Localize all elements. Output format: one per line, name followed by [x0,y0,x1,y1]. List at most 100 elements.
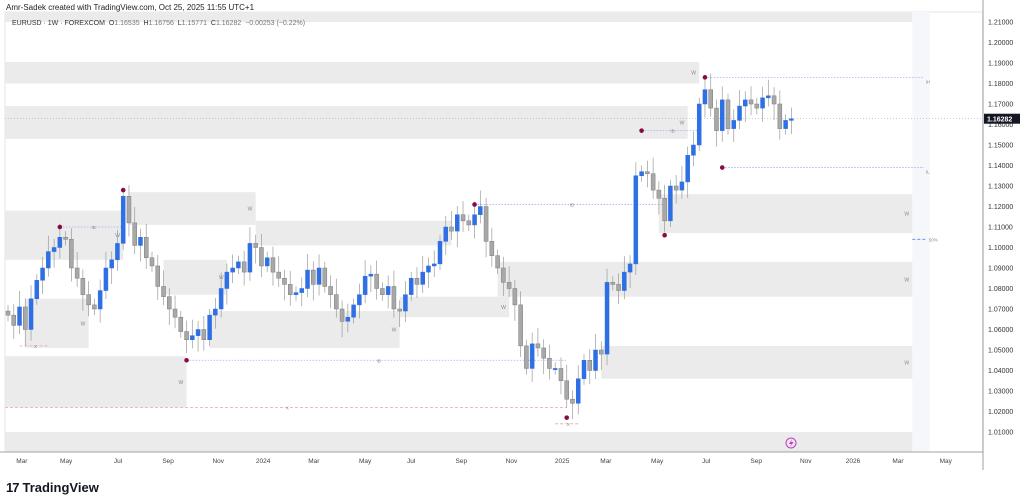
candle-down [201,329,207,340]
price-tick: 1.20000 [988,40,1013,47]
candle-up [357,294,362,306]
candle-down [155,265,161,287]
candle-up [668,185,673,222]
price-tick: 1.12000 [988,204,1013,211]
candle-down [558,368,564,382]
zone-label: W [81,321,86,327]
candle-down [380,288,385,295]
pivot-marker [57,224,63,230]
time-tick: Sep [750,458,762,465]
zone-label: W [691,71,696,77]
candle-down [132,222,137,246]
zone-label: W [904,277,909,283]
candle-up [207,314,212,340]
candle-down [570,398,575,404]
candle-up [138,237,143,246]
candle-down [74,267,80,279]
symbol-legend: EURUSD · 1W · FOREXCOM O1.16535 H1.16756… [12,20,305,27]
candle-up [691,144,696,156]
price-tick: 1.18000 [988,81,1013,88]
candle-up [789,118,794,121]
candle-up [420,271,425,285]
candle-down [328,286,333,295]
change-value: −0.00253 (−0.22%) [245,20,306,27]
level-label: IL [926,170,930,175]
candle-down [754,103,760,109]
candle-down [599,349,604,355]
supply-demand-zone [5,11,913,22]
time-tick: 2024 [256,458,271,465]
supply-demand-zone [497,261,913,297]
supply-demand-zone [5,432,913,453]
price-tick: 1.17000 [988,102,1013,109]
level-label: IH [926,79,931,84]
time-tick: Sep [456,458,468,465]
candle-up [685,155,690,183]
last-price-tag [984,113,1020,124]
supply-demand-zone [658,194,913,234]
candle-down [466,220,472,226]
price-tick: 1.13000 [988,184,1013,191]
open-value: 1.16535 [114,20,140,27]
price-tick: 1.02000 [988,409,1013,416]
close-label: C [210,20,216,27]
zone-label: W [680,120,685,126]
candle-up [455,214,460,232]
candle-up [426,265,431,273]
candle-up [57,237,63,248]
high-value: 1.16756 [148,20,174,27]
pivot-marker [564,415,570,420]
candle-up [472,214,477,226]
time-tick: Mar [16,458,28,465]
symbol-label[interactable]: EURUSD · 1W · FOREXCOM [12,20,105,27]
candle-down [645,171,650,174]
candle-up [28,298,34,330]
time-tick: May [359,458,372,465]
candle-down [708,89,713,109]
candle-down [80,278,86,295]
candle-down [311,269,316,285]
candle-down [149,257,155,267]
candle-down [495,255,500,269]
zone-label: W [501,305,506,311]
level-label: IB [377,358,381,363]
price-tick: 1.08000 [988,286,1013,293]
time-tick: Sep [162,458,174,465]
candle-down [11,314,17,326]
zone-label: W [904,212,909,218]
supply-demand-zone [5,106,688,139]
supply-demand-zone [5,61,700,84]
pivot-marker [472,202,477,207]
candle-up [743,99,748,107]
candle-down [259,247,264,267]
candle-down [334,294,339,310]
pivot-marker [662,232,667,238]
candle-down [512,288,518,306]
pivot-marker [639,128,644,133]
candle-down [63,237,68,240]
tradingview-footer[interactable]: 17 TradingView [6,480,99,495]
price-tick: 1.03000 [988,389,1013,396]
candle-up [702,89,708,105]
price-tick: 1.04000 [988,368,1013,375]
candle-up [627,263,633,273]
candle-up [593,349,598,371]
price-tick: 1.06000 [988,327,1013,334]
candle-down [126,196,132,224]
candle-down [489,241,495,256]
time-tick: Jul [702,458,711,465]
price-chart[interactable]: WWWWWWWWWWWWWIBIBIBIBIHIL50%XXX1.210001.… [0,0,1024,478]
time-tick: May [60,458,73,465]
lightning-icon-glyph [789,439,794,448]
candle-down [564,380,569,400]
candle-down [178,316,184,332]
time-tick: Nov [800,458,812,465]
time-tick: 2026 [846,458,861,465]
supply-demand-zone [128,192,256,225]
low-label: L [177,20,182,27]
supply-demand-zone [163,259,227,295]
candle-down [374,273,379,289]
level-label: IB [670,129,674,134]
time-tick: Nov [506,458,518,465]
candle-up [115,243,120,261]
